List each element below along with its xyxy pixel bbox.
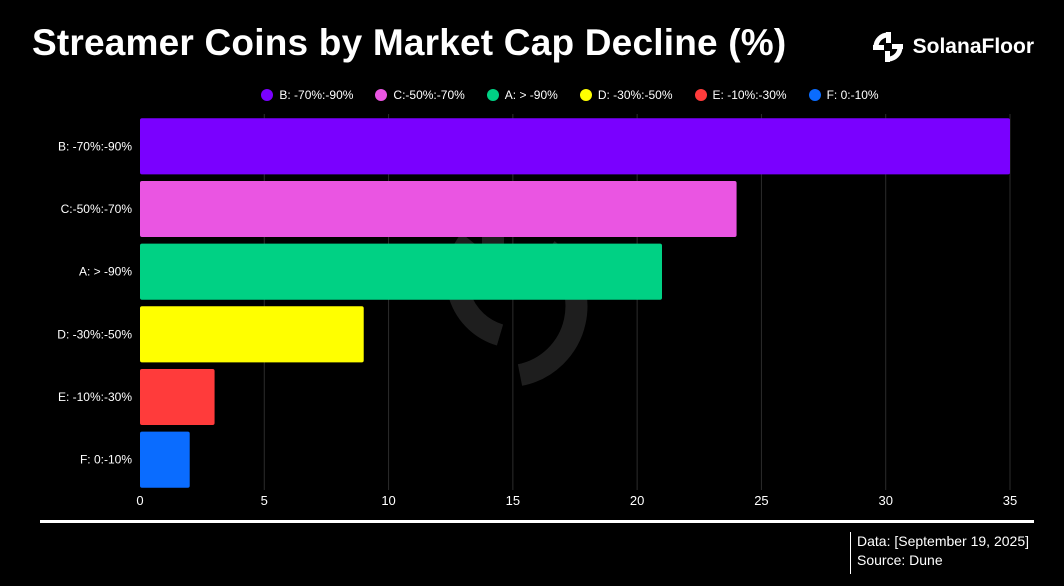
legend-label: A: > -90% (504, 88, 558, 102)
chart-legend: B: -70%:-90% C:-50%:-70% A: > -90% D: -30%:… (0, 88, 1064, 102)
legend-swatch (579, 89, 592, 101)
category-label: C:-50%:-70% (61, 202, 133, 216)
legend-item[interactable]: E: -10%:-30% (694, 88, 787, 102)
category-label: A: > -90% (79, 265, 132, 279)
bar[interactable] (140, 368, 215, 426)
data-date: Data: [September 19, 2025] (857, 533, 1029, 549)
legend-label: B: -70%:-90% (279, 88, 354, 102)
legend-label: D: -30%:-50% (597, 88, 673, 102)
brand-name: SolanaFloor (912, 35, 1034, 58)
x-tick-label: 5 (261, 493, 268, 508)
footer-divider (40, 520, 1034, 523)
brand-logo: SolanaFloor (871, 30, 1034, 64)
x-tick-label: 25 (754, 493, 768, 508)
x-tick-label: 35 (1003, 493, 1017, 508)
legend-swatch (375, 89, 388, 101)
legend-item[interactable]: A: > -90% (486, 88, 558, 102)
bar-chart: B: -70%:-90% C:-50%:-70% A: > -90% D: -30%:… (57, 114, 1017, 508)
x-tick-label: 10 (381, 493, 395, 508)
legend-item[interactable]: C:-50%:-70% (375, 88, 465, 102)
legend-swatch (808, 89, 821, 101)
legend-item[interactable]: F: 0:-10% (808, 88, 879, 102)
x-tick-label: 30 (878, 493, 892, 508)
data-source: Source: Dune (857, 552, 943, 568)
x-tick-label: 15 (506, 493, 520, 508)
legend-label: E: -10%:-30% (712, 88, 787, 102)
bar[interactable] (140, 118, 1010, 175)
solanafloor-logo-icon (872, 32, 903, 62)
bar[interactable] (140, 306, 364, 363)
category-label: F: 0:-10% (80, 453, 132, 467)
bar[interactable] (140, 243, 662, 300)
bar[interactable] (140, 180, 737, 238)
category-label: B: -70%:-90% (58, 139, 132, 153)
bar[interactable] (140, 431, 190, 488)
x-tick-label: 20 (630, 493, 644, 508)
legend-item[interactable]: B: -70%:-90% (261, 88, 353, 102)
legend-label: F: 0:-10% (826, 88, 879, 102)
category-label: D: -30%:-50% (57, 327, 132, 341)
category-label: E: -10%:-30% (58, 390, 132, 404)
legend-swatch (261, 89, 274, 101)
legend-item[interactable]: D: -30%:-50% (579, 88, 673, 102)
chart-title: Streamer Coins by Market Cap Decline (%) (32, 22, 787, 63)
legend-swatch (694, 89, 707, 101)
x-tick-label: 0 (136, 493, 143, 508)
legend-label: C:-50%:-70% (393, 88, 465, 102)
legend-swatch (486, 89, 499, 101)
footer-source: Data: [September 19, 2025] Source: Dune (850, 532, 1029, 574)
